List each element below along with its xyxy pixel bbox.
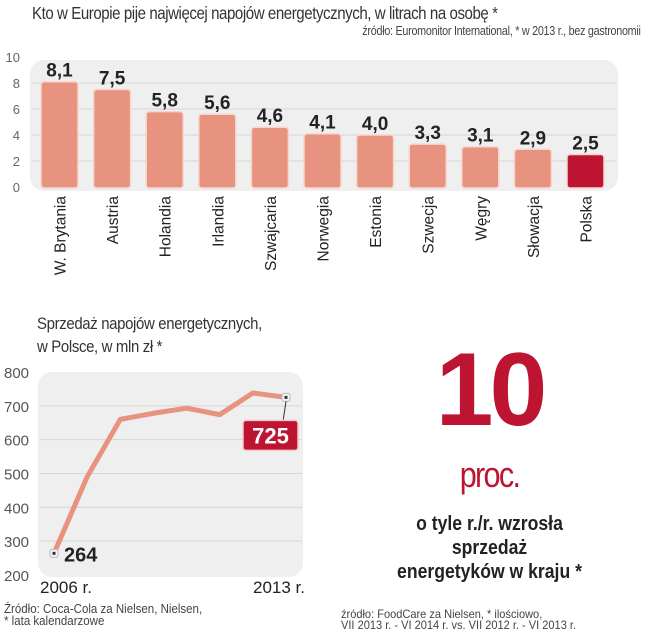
bar [303, 132, 342, 189]
line-chart-source: Źródło: Coca-Cola za Nielsen, Nielsen, *… [4, 602, 203, 628]
line-chart: 200 300 400 500 600 700 800 264 725 2006 r. 2013… [4, 365, 305, 597]
bar [566, 153, 605, 189]
bar-chart: 0 2 4 6 8 10 8,1 7,5 5,8 5,6 4,6 4,1 4,0 3,3 3,1 2,9 2,… [6, 50, 618, 276]
bar-value-label: 7,5 [99, 69, 126, 90]
bar-category-label: Irlandia [210, 196, 227, 247]
headline-source-line: źródło: FoodCare za Nielsen, * ilościowo… [341, 607, 543, 621]
bar-y-tick-label: 4 [13, 128, 20, 143]
bar [198, 113, 237, 189]
line-x-tick-label: 2013 r. [253, 578, 305, 597]
bar-value-label: 2,9 [520, 128, 546, 149]
line-y-tick-label: 600 [4, 433, 29, 450]
line-annotation-end-box [242, 419, 299, 452]
bar-value-label: 5,6 [204, 93, 230, 114]
headline-description-line: sprzedaż [451, 537, 528, 559]
bar-category-label: Estonia [368, 196, 385, 248]
line-annotation-end: 725 [252, 423, 289, 448]
bar-category-label: W. Brytania [53, 196, 70, 276]
bar-value-label: 8,1 [46, 61, 73, 82]
line-annotation-start: 264 [64, 544, 98, 566]
line-annotation-leader [282, 401, 287, 422]
bar-value-label: 3,3 [414, 123, 440, 144]
bar-chart-source: źródło: Euromonitor International, * w 2… [362, 24, 642, 38]
headline-source: źródło: FoodCare za Nielsen, * ilościowo… [341, 607, 577, 632]
line-y-tick-label: 800 [4, 365, 29, 382]
line-endpoint-dot [284, 395, 288, 399]
headline-description: o tyle r./r. wzrosła sprzedaż energetykó… [330, 512, 649, 584]
bar [145, 110, 184, 189]
bar-category-label: Austria [105, 196, 122, 245]
line-y-tick-label: 700 [4, 399, 29, 416]
bar-value-label: 4,0 [362, 114, 388, 135]
bar-y-tick-label: 10 [6, 50, 20, 65]
bar [408, 143, 447, 189]
line-y-tick-label: 300 [4, 534, 29, 551]
headline-source-line: VII 2013 r. - VI 2014 r. vs. VII 2012 r.… [341, 618, 577, 632]
bar-y-tick-label: 0 [13, 180, 20, 195]
bar-category-label: Słowacja [526, 196, 543, 258]
bar [461, 145, 500, 189]
headline-unit: proc. [459, 454, 521, 495]
bar-y-tick-label: 8 [13, 76, 20, 91]
line-chart-title: Sprzedaż napojów energetycznych, w Polsc… [37, 312, 262, 358]
line-chart-title-line-1: Sprzedaż napojów energetycznych, [37, 314, 262, 333]
headline-value: 10 [435, 332, 548, 448]
bar-category-label: Norwegia [316, 196, 333, 262]
bar-value-label: 4,1 [309, 113, 336, 134]
bar-value-label: 4,6 [257, 106, 283, 127]
bar [513, 148, 553, 189]
line-y-tick-label: 400 [4, 500, 29, 517]
bar-chart-title: Kto w Europie pije najwięcej napojów ene… [32, 3, 498, 23]
line-chart-title-line-2: w Polsce, w mln zł * [37, 337, 163, 356]
headline-description-line: o tyle r./r. wzrosła [416, 513, 563, 535]
bar-y-tick-label: 6 [13, 102, 20, 117]
bar [250, 126, 290, 189]
bar-category-label: Holandia [158, 196, 175, 258]
headline-description-line: energetyków w kraju * [397, 561, 582, 583]
bar-category-label: Szwecja [421, 196, 438, 254]
bar-value-label: 5,8 [151, 91, 177, 112]
bar [355, 134, 395, 189]
bar-category-label: Węgry [473, 196, 490, 241]
line-series [51, 390, 289, 556]
line-y-tick-label: 200 [4, 568, 29, 585]
bar-category-label: Polska [579, 196, 596, 243]
bar-y-tick-label: 2 [13, 154, 20, 169]
bar-category-label: Szwajcaria [263, 196, 280, 271]
line-chart-source-text: Źródło: Coca-Cola za Nielsen, Nielsen, [4, 602, 203, 616]
line-y-tick-label: 500 [4, 467, 29, 484]
bar-value-label: 3,1 [467, 126, 494, 147]
bar [92, 88, 132, 189]
bar-value-label: 2,5 [572, 134, 599, 155]
line-endpoint-dot [52, 551, 56, 555]
line-chart-panel [38, 372, 303, 577]
line-chart-note: * lata kalendarzowe [4, 614, 105, 628]
line-x-tick-label: 2006 r. [40, 578, 92, 597]
bar [40, 80, 79, 189]
